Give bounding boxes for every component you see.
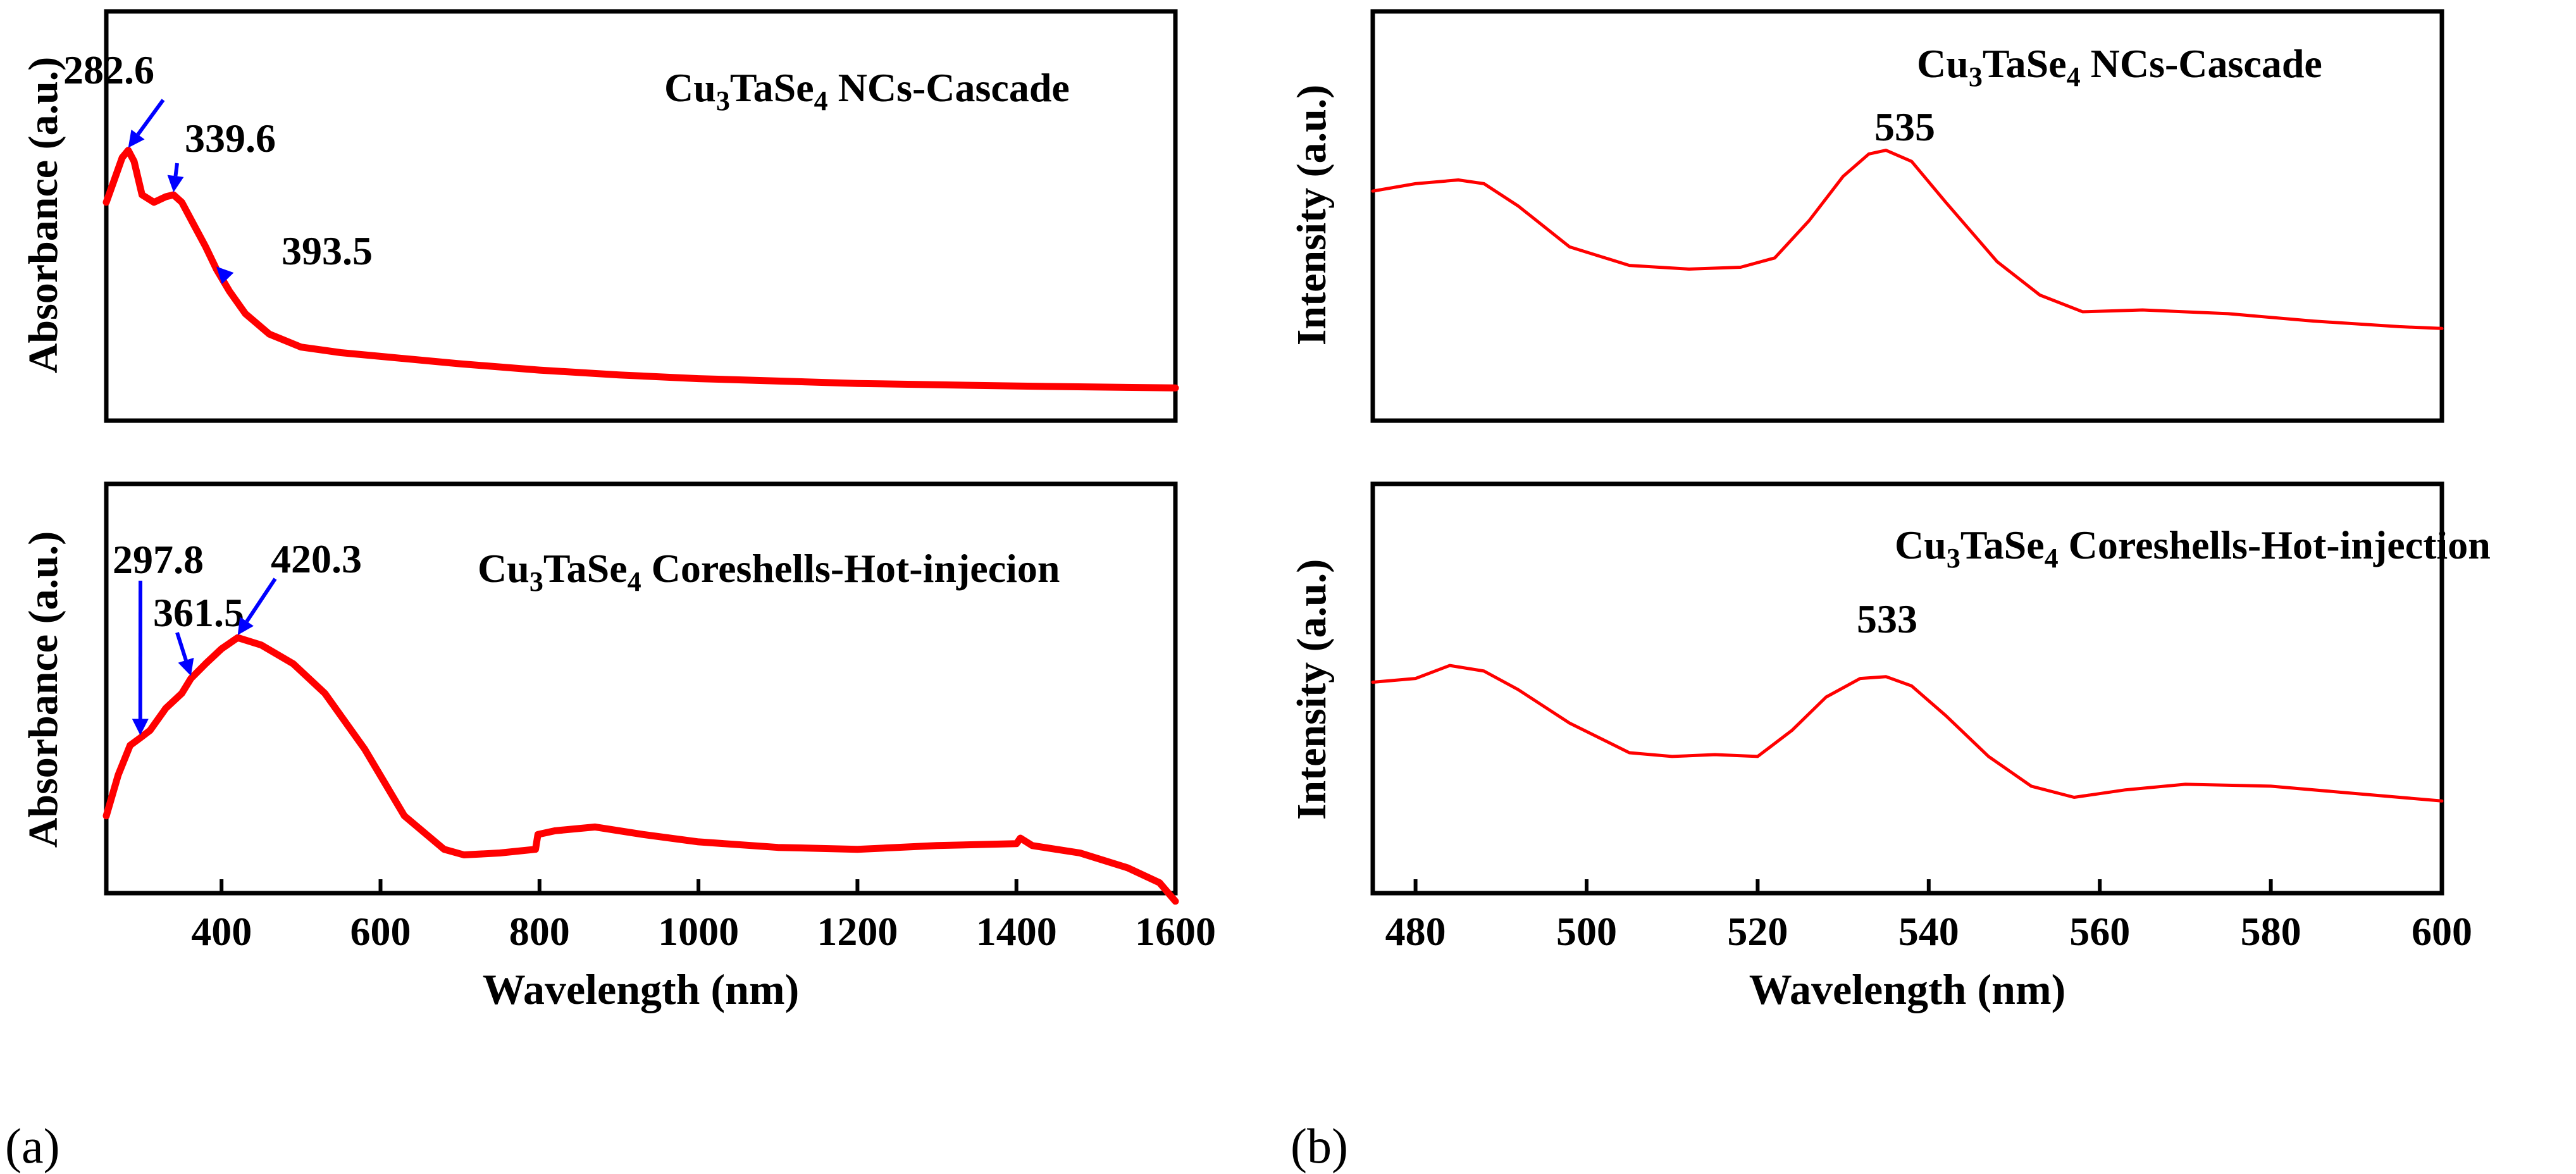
y-axis-label: Intensity (a.u.): [1289, 559, 1335, 820]
series-line: [102, 147, 1179, 392]
x-tick-label: 480: [1385, 909, 1446, 954]
chart-title: Cu3TaSe4 NCs-Cascade: [1917, 41, 2322, 92]
peak-arrowhead: [216, 266, 234, 285]
series-line: [102, 634, 1179, 905]
peak-label: 533: [1857, 596, 1917, 641]
title-part: 4: [814, 85, 828, 116]
chart-a-top: Absorbance (a.u.) Cu3TaSe4 NCs-Cascade 282…: [20, 9, 1179, 423]
panel-b-label: (b): [1291, 1118, 1348, 1173]
x-tick-label: 1000: [658, 909, 739, 954]
peak-label: 420.3: [271, 536, 362, 581]
title-part: NCs-Cascade: [2081, 41, 2322, 86]
x-tick-label: 520: [1727, 909, 1788, 954]
title-part: Cu: [1895, 522, 1947, 567]
panel-a-label: (a): [5, 1118, 60, 1173]
title-part: Cu: [1917, 41, 1969, 86]
title-part: 3: [1947, 543, 1960, 574]
peak-arrow: [175, 632, 188, 661]
x-tick-label: 600: [2412, 909, 2472, 954]
peak-arrowhead: [178, 657, 194, 676]
x-tick-label: 500: [1556, 909, 1617, 954]
y-axis-label: Intensity (a.u.): [1289, 85, 1335, 346]
peak-label: 361.5: [153, 590, 244, 635]
x-tick-label: 1600: [1135, 909, 1216, 954]
title-part: Cu: [664, 65, 716, 110]
title-part: TaSe: [1960, 522, 2045, 567]
title-part: 3: [1969, 61, 1983, 92]
x-tick-label: 400: [191, 909, 252, 954]
x-tick-label: 600: [350, 909, 411, 954]
x-tick-label: 560: [2069, 909, 2130, 954]
title-part: NCs-Cascade: [828, 65, 1070, 110]
title-part: TaSe: [730, 65, 814, 110]
chart-b-bottom: 480 500 520 540 560 580 600 Wavelength (nm) Inte…: [1289, 481, 2491, 1013]
peak-label: 297.8: [113, 537, 204, 582]
y-axis-label: Absorbance (a.u.): [20, 57, 66, 374]
title-part: 4: [2045, 543, 2059, 574]
peak-label: 535: [1874, 104, 1935, 149]
peak-arrowhead: [237, 617, 254, 636]
peak-arrow: [173, 163, 179, 176]
series-line: [1371, 149, 2444, 330]
plot-frame: [104, 481, 1178, 896]
x-axis-label: Wavelength (nm): [483, 965, 800, 1013]
title-part: TaSe: [1983, 41, 2067, 86]
x-tick-label: 540: [1898, 909, 1959, 954]
x-tick-label: 1200: [817, 909, 898, 954]
series-line: [1371, 664, 2444, 803]
chart-a-bottom: 400 600 800 1000 1200 1400 1600 Wavelength (nm)…: [20, 481, 1216, 1013]
y-axis-label: Absorbance (a.u.): [20, 531, 66, 848]
x-tick-label: 580: [2241, 909, 2301, 954]
title-part: Coreshells-Hot-injecion: [641, 546, 1060, 591]
chart-title: Cu3TaSe4 Coreshells-Hot-injecion: [478, 546, 1060, 597]
peak-label: 393.5: [282, 228, 373, 273]
peak-arrowhead: [167, 175, 184, 193]
peak-arrowhead: [128, 129, 145, 148]
x-tick-label: 800: [509, 909, 570, 954]
title-part: 4: [2067, 61, 2081, 92]
title-part: 4: [628, 566, 641, 597]
chart-b-top: Intensity (a.u.) Cu3TaSe4 NCs-Cascade 535: [1289, 9, 2444, 423]
title-part: Cu: [478, 546, 529, 591]
title-part: TaSe: [543, 546, 628, 591]
plot-frame: [1370, 9, 2444, 423]
x-axis-label: Wavelength (nm): [1749, 965, 2066, 1013]
plot-frame: [104, 9, 1178, 423]
chart-title: Cu3TaSe4 Coreshells-Hot-injection: [1895, 522, 2491, 574]
x-tick-label: 1400: [976, 909, 1057, 954]
plot-frame: [1370, 481, 2444, 896]
peak-arrow: [136, 99, 165, 136]
title-part: Coreshells-Hot-injection: [2059, 522, 2491, 567]
title-part: 3: [716, 85, 730, 116]
peak-label: 339.6: [185, 116, 276, 161]
peak-label: 282.6: [63, 47, 154, 92]
title-part: 3: [529, 566, 543, 597]
peak-arrow: [245, 578, 277, 623]
chart-title: Cu3TaSe4 NCs-Cascade: [664, 65, 1070, 116]
peak-arrowhead: [132, 719, 149, 736]
